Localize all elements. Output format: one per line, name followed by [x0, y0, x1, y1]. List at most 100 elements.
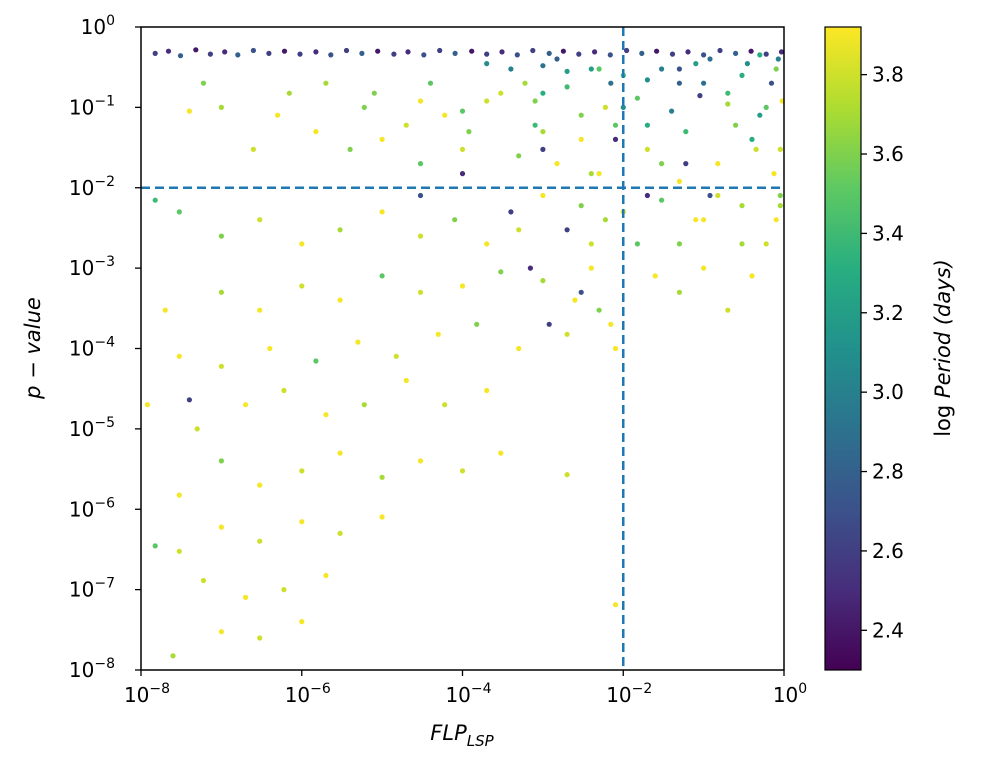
data-point — [177, 53, 184, 59]
data-point — [546, 50, 552, 57]
data-point — [323, 572, 329, 579]
data-point — [218, 363, 224, 369]
data-point — [701, 80, 707, 86]
data-point — [608, 321, 614, 327]
x-axis-label: FLPLSP — [430, 721, 494, 750]
data-point — [715, 161, 721, 167]
y-axis-label: p − value — [21, 297, 45, 400]
colorbar-tick-label: 3.8 — [872, 63, 904, 87]
data-point — [612, 136, 619, 142]
data-point — [176, 492, 182, 498]
data-point — [540, 63, 546, 69]
data-point — [459, 468, 466, 474]
x-tick-label: 10−8 — [124, 681, 170, 707]
data-point — [659, 66, 665, 72]
data-point — [744, 61, 751, 67]
data-point — [639, 50, 645, 57]
data-point — [532, 98, 538, 104]
data-point — [777, 192, 783, 199]
data-point — [281, 48, 288, 54]
data-point — [578, 136, 584, 142]
y-tick-label: 10−3 — [69, 254, 115, 280]
scatter-points — [144, 47, 784, 659]
data-point — [186, 108, 192, 114]
data-point — [578, 112, 584, 118]
data-point — [405, 49, 411, 55]
data-point — [612, 602, 619, 608]
data-point — [200, 80, 207, 86]
data-point — [572, 297, 578, 303]
data-point — [564, 472, 570, 478]
plot-area — [141, 27, 784, 670]
data-point — [281, 587, 287, 593]
data-point — [634, 241, 641, 247]
data-point — [371, 90, 377, 96]
data-point — [222, 49, 228, 55]
data-point — [484, 51, 490, 57]
data-point — [707, 192, 713, 199]
data-point — [701, 265, 707, 271]
data-point — [347, 146, 353, 152]
data-point — [194, 426, 200, 432]
data-point — [323, 80, 329, 86]
data-point — [644, 192, 651, 199]
data-point — [218, 629, 224, 635]
data-point — [218, 289, 224, 295]
data-point — [299, 241, 305, 247]
data-point — [417, 233, 424, 239]
data-point — [763, 51, 769, 57]
data-point — [554, 56, 560, 62]
data-point — [243, 402, 249, 408]
data-point — [299, 468, 305, 474]
data-point — [532, 122, 538, 128]
data-point — [602, 104, 609, 110]
data-point — [554, 161, 560, 167]
data-point — [235, 52, 241, 58]
data-point — [403, 377, 409, 384]
data-point — [469, 48, 475, 54]
data-point — [608, 80, 614, 86]
data-point — [659, 197, 665, 203]
data-point — [669, 108, 675, 114]
y-tick-label: 10−7 — [69, 576, 115, 602]
colorbar — [824, 26, 862, 671]
data-point — [484, 241, 490, 247]
data-point — [417, 192, 424, 199]
data-point — [218, 524, 224, 530]
colorbar-label: log Period (days) — [931, 259, 955, 437]
data-point — [343, 47, 350, 54]
colorbar-tick-label: 3.0 — [872, 380, 904, 404]
data-point — [715, 192, 721, 199]
data-point — [313, 129, 319, 135]
data-point — [243, 594, 249, 601]
y-tick-label: 10−4 — [69, 335, 115, 361]
data-point — [654, 48, 660, 54]
data-point — [193, 47, 199, 53]
data-point — [592, 49, 598, 55]
data-point — [499, 49, 505, 55]
data-point — [281, 387, 287, 394]
data-point — [588, 265, 594, 271]
data-point — [733, 50, 739, 57]
data-point — [522, 80, 528, 86]
data-point — [176, 353, 182, 359]
data-point — [748, 48, 754, 54]
x-tick-label: 10−2 — [606, 681, 652, 707]
data-point — [393, 353, 399, 359]
data-point — [540, 278, 546, 284]
data-point — [484, 387, 490, 394]
data-point — [540, 146, 546, 152]
data-point — [634, 95, 641, 101]
data-point — [620, 104, 626, 110]
x-tick-label: 100 — [773, 681, 807, 707]
data-point — [775, 56, 781, 62]
data-point — [452, 217, 458, 223]
data-point — [749, 273, 755, 279]
data-point — [498, 450, 504, 456]
data-point — [578, 203, 584, 209]
data-point — [576, 51, 582, 57]
colorbar-tick-label: 2.6 — [872, 539, 904, 563]
data-point — [359, 50, 365, 57]
data-point — [773, 66, 779, 72]
data-point — [564, 331, 570, 337]
